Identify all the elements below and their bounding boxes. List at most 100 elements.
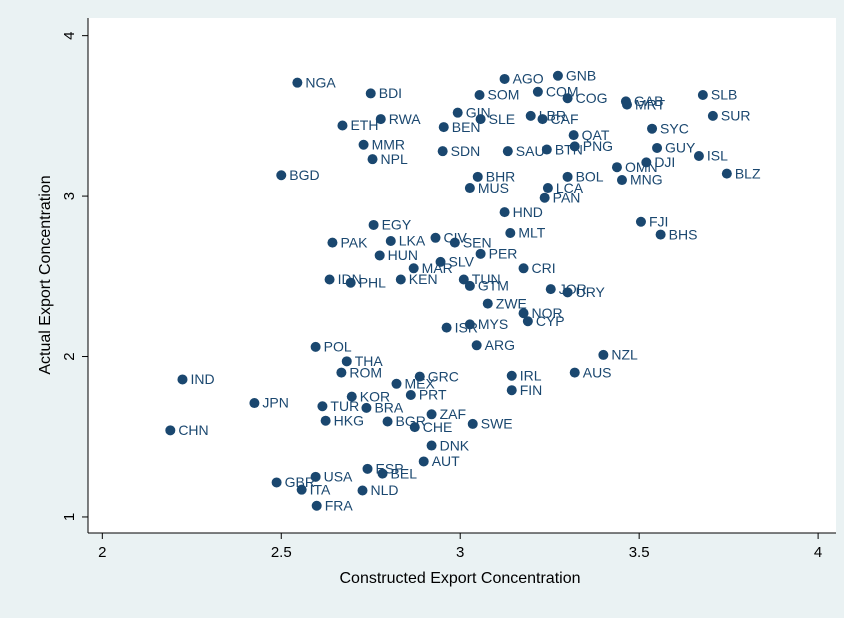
point (292, 77, 303, 88)
point (562, 93, 573, 104)
point (357, 485, 368, 496)
point-label: MMR (372, 136, 405, 152)
point (310, 341, 321, 352)
point-label: URY (576, 284, 606, 300)
point-label: ARG (485, 337, 515, 353)
y-tick-label: 2 (61, 352, 78, 360)
point-label: AUT (432, 453, 460, 469)
point-label: CHE (423, 419, 453, 435)
point (693, 150, 704, 161)
point-label: JPN (262, 395, 288, 411)
point (499, 207, 510, 218)
point-label: ITA (310, 481, 331, 497)
point-label: CRI (532, 260, 556, 276)
point-label: BGD (289, 167, 319, 183)
point (562, 171, 573, 182)
point-label: NPL (381, 151, 408, 167)
point (358, 139, 369, 150)
point (611, 162, 622, 173)
point (506, 370, 517, 381)
point-label: AGO (513, 71, 544, 87)
point-label: KEN (409, 271, 438, 287)
point (635, 216, 646, 227)
point-label: IND (190, 371, 214, 387)
point (320, 415, 331, 426)
point (474, 90, 485, 101)
point (310, 471, 321, 482)
point (418, 456, 429, 467)
point-label: USA (324, 469, 353, 485)
point (621, 99, 632, 110)
point-label: HUN (388, 247, 418, 263)
point-label: NZL (611, 347, 638, 363)
point (317, 401, 328, 412)
point-label: PRT (419, 387, 447, 403)
point-label: NGA (305, 74, 336, 90)
point (361, 402, 372, 413)
x-tick-label: 4 (814, 544, 822, 561)
point (499, 73, 510, 84)
point (647, 123, 658, 134)
point-label: SOM (488, 87, 520, 103)
point (435, 256, 446, 267)
point-label: SUR (721, 108, 751, 124)
point (368, 219, 379, 230)
y-tick-label: 3 (61, 192, 78, 200)
point (472, 171, 483, 182)
x-tick-label: 3.5 (629, 544, 650, 561)
point-label: PAN (553, 189, 581, 205)
point-label: FRA (325, 497, 354, 513)
x-tick-label: 3 (456, 544, 464, 561)
point (542, 183, 553, 194)
point-label: COM (546, 84, 579, 100)
point (552, 70, 563, 81)
point (437, 146, 448, 157)
point-label: ETH (350, 117, 378, 133)
point-label: ROM (349, 364, 382, 380)
point (568, 130, 579, 141)
point (276, 170, 287, 181)
point-label: BEN (452, 119, 481, 135)
point (518, 308, 529, 319)
point-label: TUR (330, 398, 359, 414)
point (482, 298, 493, 309)
point-label: GUY (665, 140, 696, 156)
point (337, 120, 348, 131)
point-label: MUS (478, 180, 509, 196)
point (537, 114, 548, 125)
point (345, 277, 356, 288)
point (506, 385, 517, 396)
point (502, 146, 513, 157)
point-label: CYP (536, 313, 565, 329)
point-label: BLZ (735, 165, 761, 181)
point (311, 500, 322, 511)
point-label: GTM (478, 278, 509, 294)
point (438, 122, 449, 133)
point-label: BHR (486, 169, 516, 185)
point (374, 250, 385, 261)
point (505, 227, 516, 238)
point-label: LKA (399, 233, 426, 249)
x-tick-label: 2 (98, 544, 106, 561)
point (336, 367, 347, 378)
point (362, 463, 373, 474)
point (464, 183, 475, 194)
point-label: FIN (520, 382, 543, 398)
point (391, 378, 402, 389)
point (467, 418, 478, 429)
point (452, 107, 463, 118)
point (721, 168, 732, 179)
point-label: SLE (489, 111, 515, 127)
point-label: ZWE (496, 295, 527, 311)
point-label: COG (576, 90, 608, 106)
point (475, 114, 486, 125)
point (375, 114, 386, 125)
point (271, 477, 282, 488)
point-label: MAR (422, 260, 453, 276)
point-label: MRT (635, 96, 666, 112)
point-label: DJI (654, 154, 675, 170)
point-label: PAK (340, 234, 368, 250)
point (377, 468, 388, 479)
